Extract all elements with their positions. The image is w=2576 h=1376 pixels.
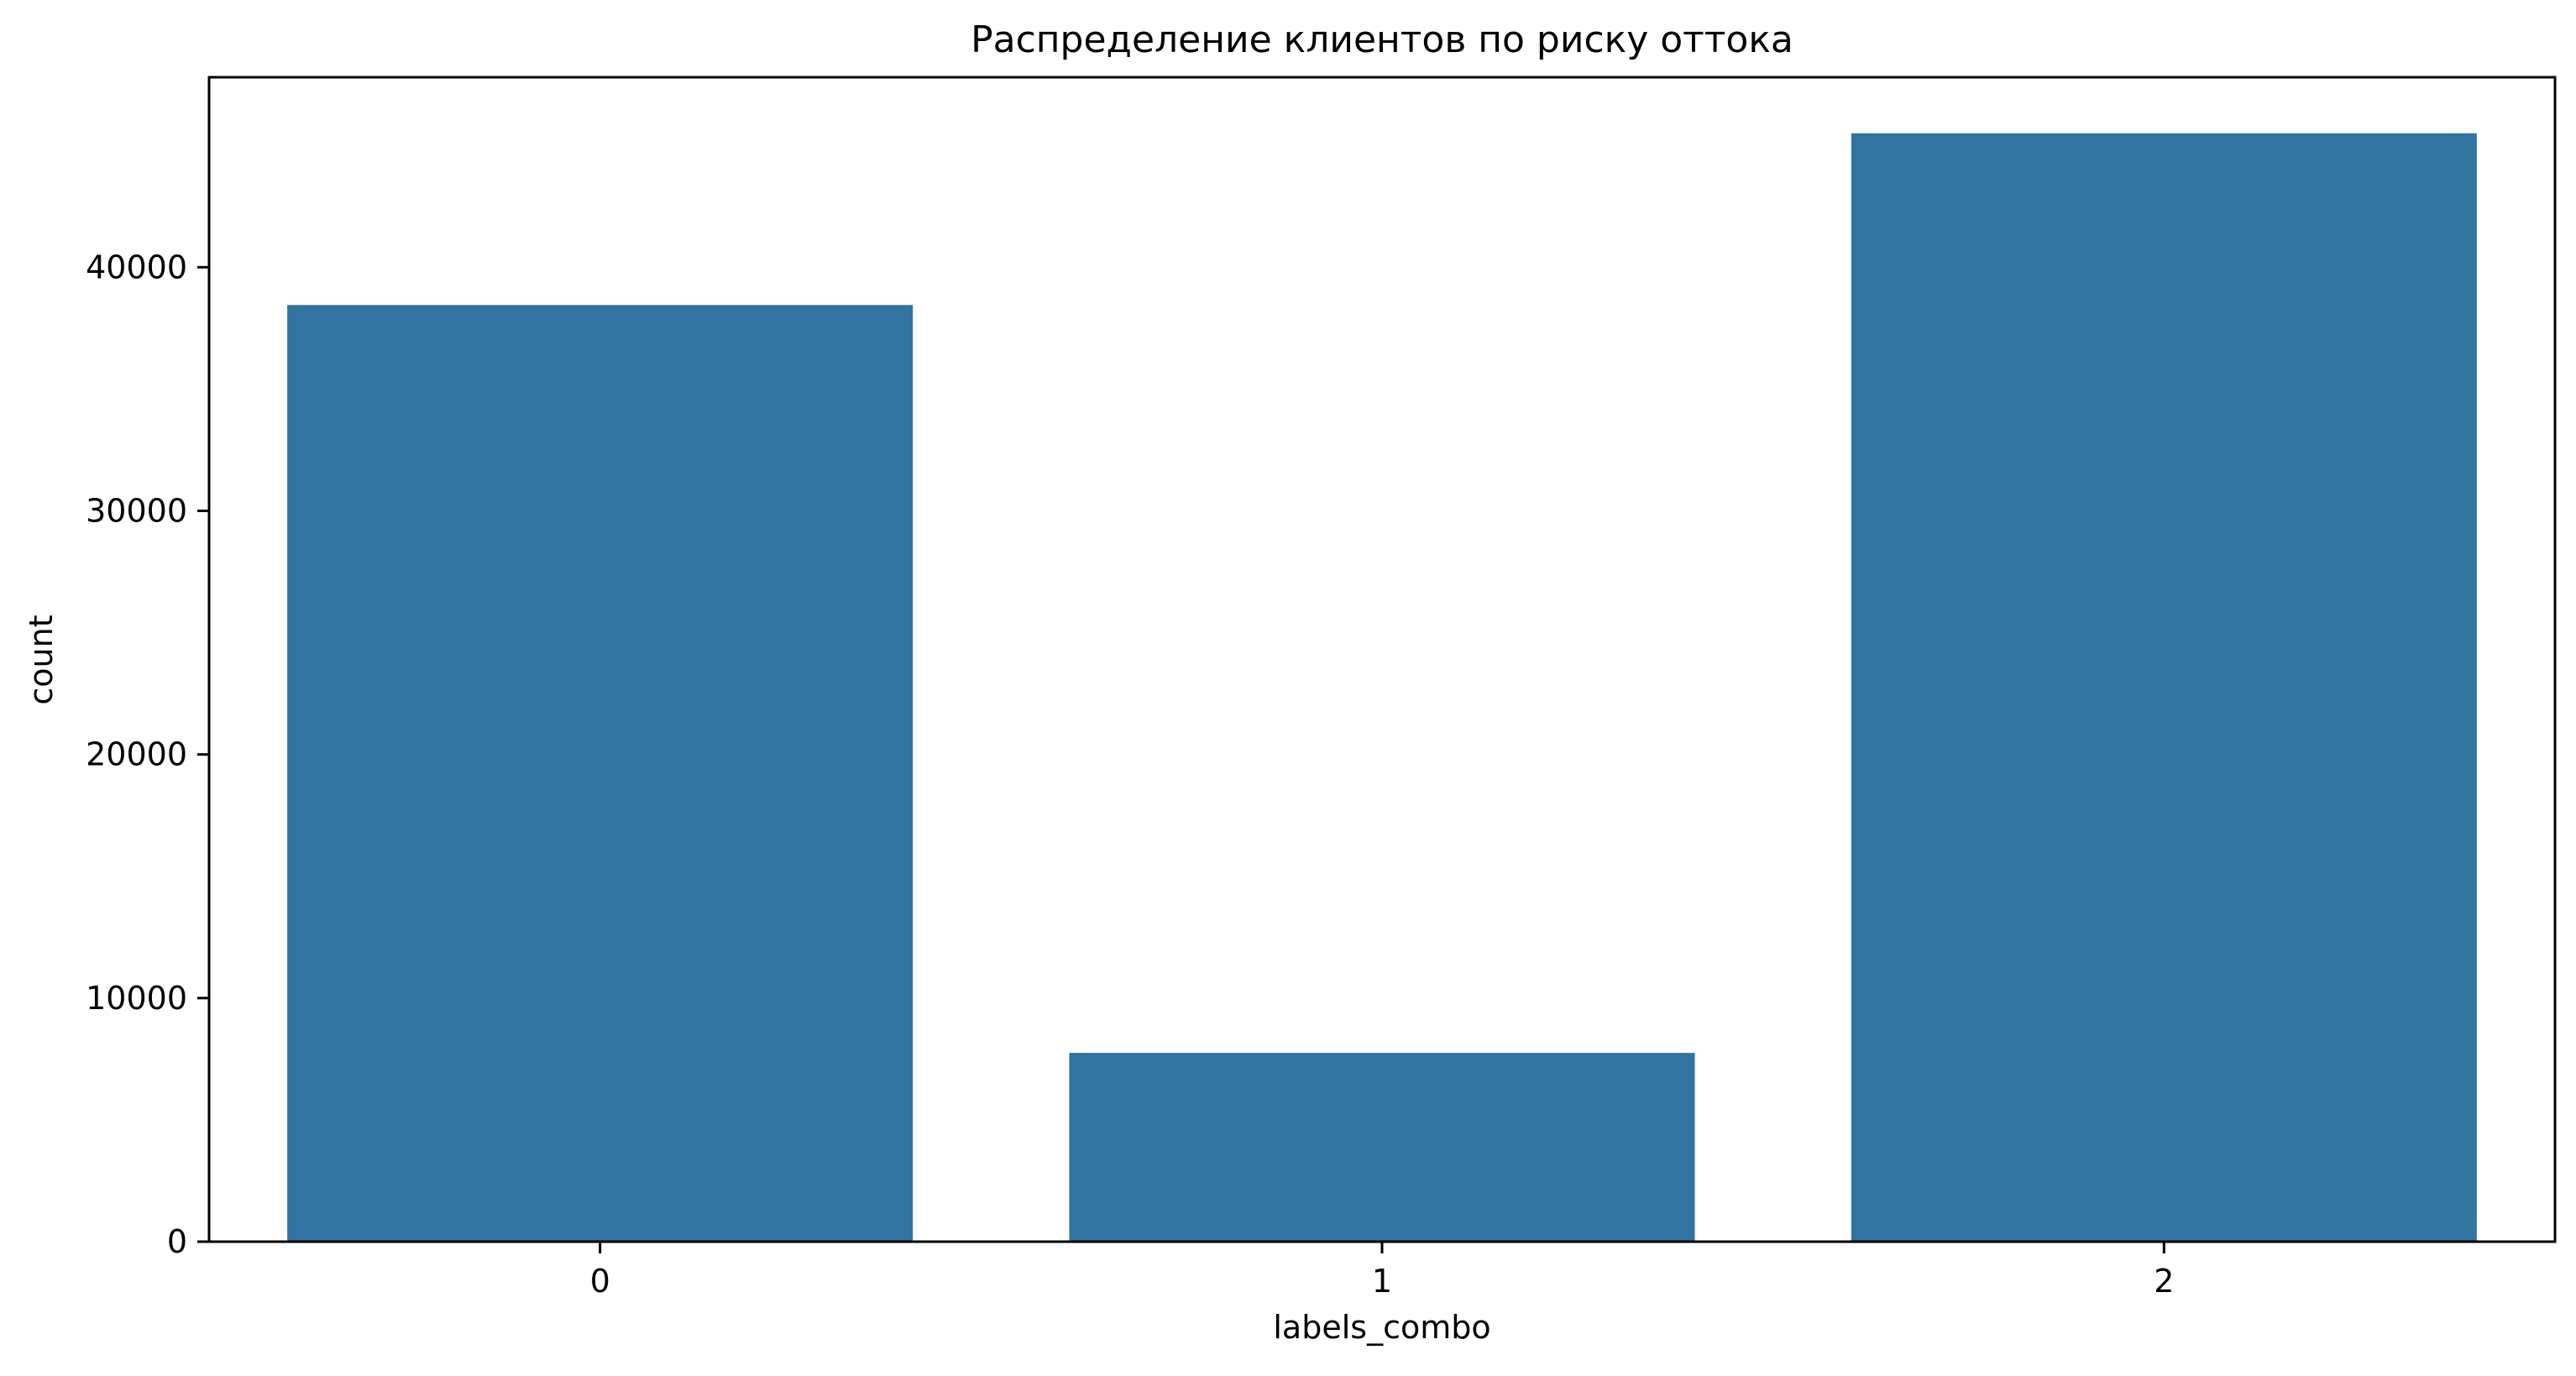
y-tick-label: 40000 [86, 249, 187, 285]
x-tick-label: 2 [2154, 1263, 2174, 1300]
y-axis-ticks: 0 10000 20000 30000 40000 [86, 249, 209, 1260]
y-tick-label: 30000 [86, 492, 187, 529]
x-tick-label: 0 [590, 1263, 610, 1300]
chart-title: Распределение клиентов по риску оттока [971, 18, 1793, 61]
y-tick-label: 0 [167, 1223, 187, 1260]
plot-frame [207, 76, 2557, 1243]
x-axis-ticks: 0 1 2 [590, 1242, 2174, 1300]
y-tick-label: 20000 [86, 736, 187, 773]
y-axis-label: count [23, 615, 60, 704]
y-tick-label: 10000 [86, 980, 187, 1017]
x-axis-label: labels_combo [1273, 1309, 1490, 1346]
bar-0 [287, 305, 914, 1242]
bar-1 [1069, 1053, 1695, 1242]
bar-2 [1851, 133, 2477, 1242]
x-tick-label: 1 [1372, 1263, 1392, 1300]
bars-layer [287, 133, 2477, 1242]
